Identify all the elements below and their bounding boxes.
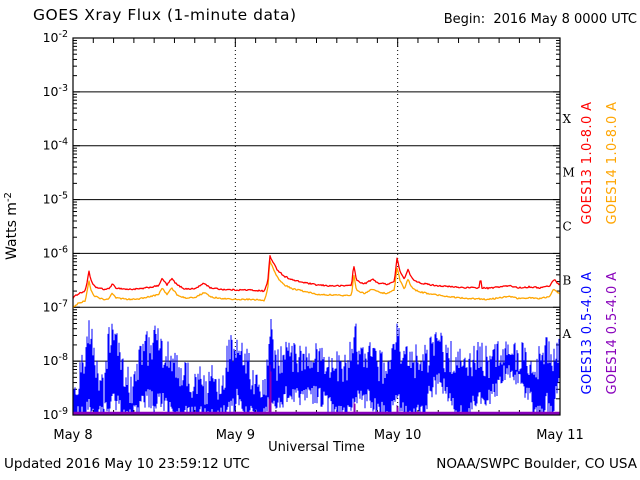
y-axis-title: Watts m-2 (3, 192, 20, 260)
series-goes13-1-0-8-0-a (73, 255, 560, 299)
flux-class-letter-b: B (563, 273, 572, 287)
series-goes13-0-5-4-0-a (73, 319, 560, 415)
legend-goes13-long-channel: GOES13 1.0-8.0 A (580, 101, 595, 225)
flux-class-letter-m: M (563, 166, 575, 180)
series-goes14-1-0-8-0-a (73, 260, 560, 309)
y-tick-label: 10-5 (43, 191, 68, 207)
series-goes14-0-5-4-0-a (73, 364, 560, 415)
legend-goes13-short-channel: GOES13 0.5-4.0 A (580, 271, 595, 395)
flux-class-letter-a: A (562, 327, 572, 341)
x-tick-label: May 10 (374, 428, 422, 443)
y-tick-label: 10-2 (43, 29, 68, 45)
legend-goes14-short-channel: GOES14 0.5-4.0 A (605, 271, 620, 395)
x-tick-label: May 9 (216, 428, 255, 443)
series-layer (73, 255, 560, 415)
credit-label: NOAA/SWPC Boulder, CO USA (436, 456, 637, 472)
flux-class-letter-x: X (563, 112, 572, 126)
legend-goes14-long-channel: GOES14 1.0-8.0 A (605, 101, 620, 225)
y-tick-label: 10-4 (43, 137, 68, 153)
y-tick-label: 10-3 (43, 83, 68, 99)
x-tick-label: May 8 (53, 428, 92, 443)
chart-title: GOES Xray Flux (1-minute data) (33, 6, 297, 24)
y-tick-label: 10-8 (43, 352, 68, 368)
updated-timestamp: Updated 2016 May 10 23:59:12 UTC (4, 456, 250, 472)
x-axis-title: Universal Time (268, 440, 365, 455)
x-tick-label: May 11 (536, 428, 584, 443)
y-tick-label: 10-6 (43, 244, 68, 260)
flux-class-letter-c: C (563, 220, 572, 234)
begin-time-label: Begin: 2016 May 8 0000 UTC (443, 12, 637, 27)
y-tick-label: 10-7 (43, 298, 68, 314)
y-tick-label: 10-9 (43, 406, 68, 422)
